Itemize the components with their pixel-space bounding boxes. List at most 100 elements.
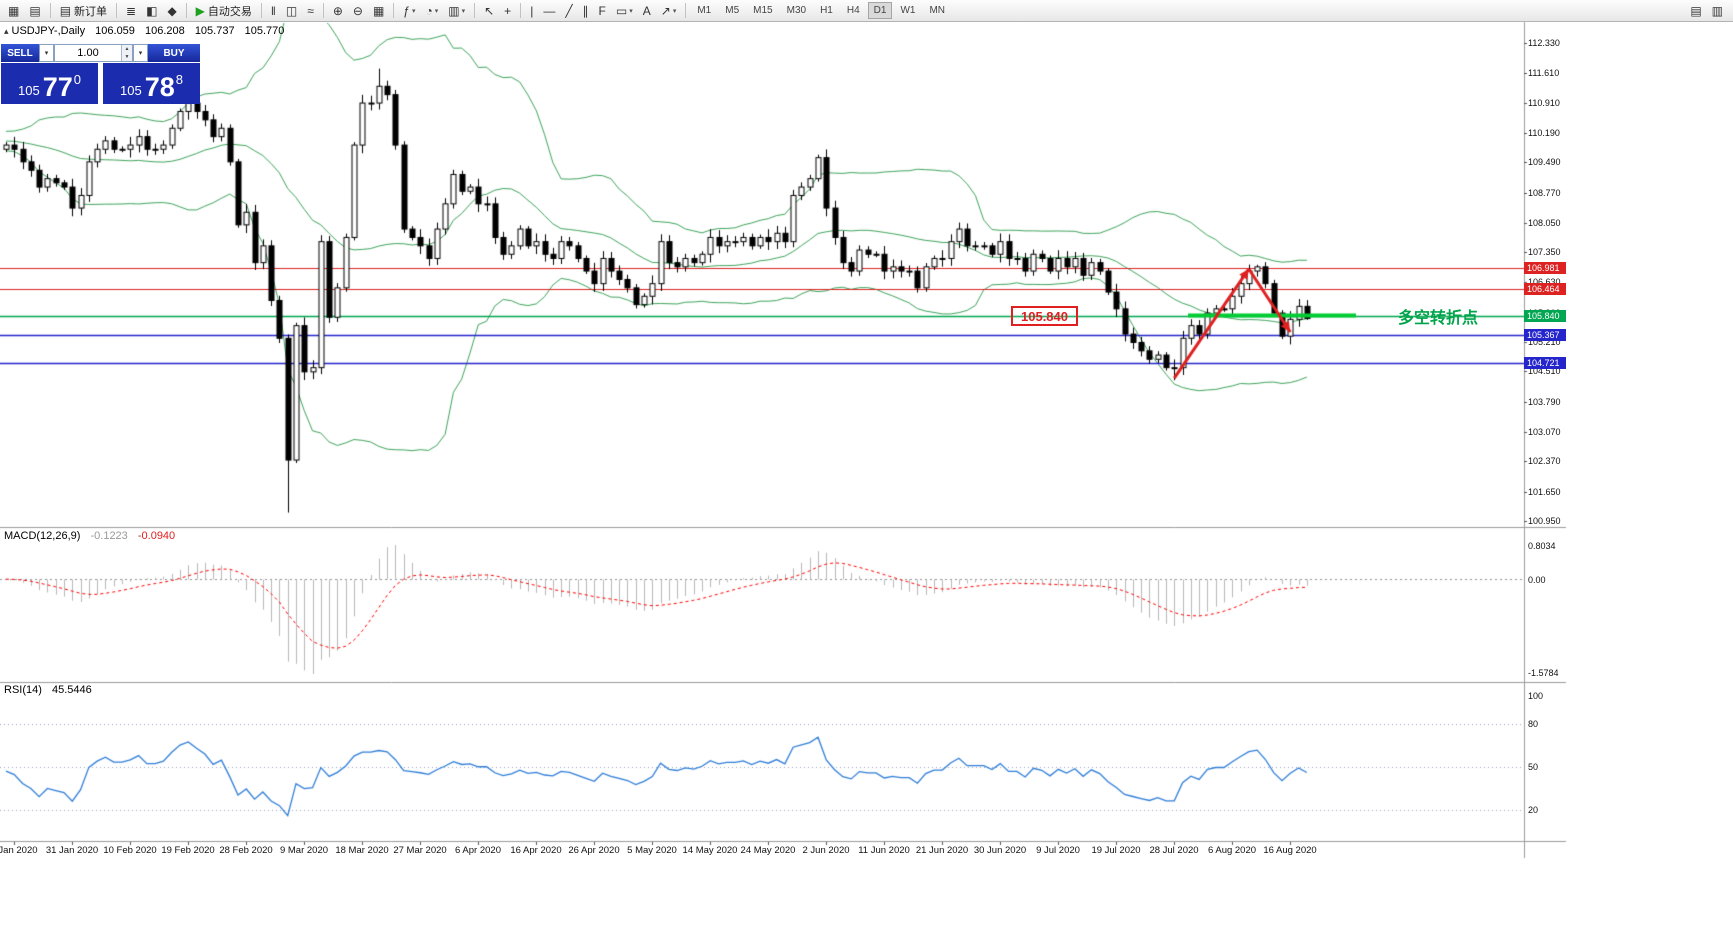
buy-options-dropdown[interactable]: ▾ <box>133 44 148 62</box>
chevron-down-icon: ▾ <box>411 7 416 15</box>
price-axis-label: 112.330 <box>1528 38 1560 48</box>
rsi-axis-label: 100 <box>1528 691 1544 701</box>
date-axis-label: 9 Jul 2020 <box>1036 845 1080 856</box>
horizontal-line-icon[interactable]: — <box>539 2 559 20</box>
horizontal-line-icon: — <box>543 3 556 18</box>
sell-button[interactable]: SELL <box>1 44 39 62</box>
volume-input[interactable]: 1.00 ▲ ▼ <box>54 44 133 62</box>
market-watch-icon[interactable]: ≣ <box>122 2 140 20</box>
navigator-icon[interactable]: ◆ <box>163 2 180 20</box>
cursor-icon: ↖ <box>484 3 495 18</box>
text-label-icon[interactable]: A <box>639 2 655 20</box>
rsi-axis-label: 80 <box>1528 719 1539 730</box>
volume-decrease-button[interactable]: ▼ <box>122 53 132 61</box>
indicators-icon[interactable]: ƒ ▾ <box>399 2 419 20</box>
tile-windows-icon[interactable]: ▦ <box>369 2 388 20</box>
channel-icon[interactable]: ∥ <box>579 2 593 20</box>
ask-big-digits: 78 <box>144 72 175 103</box>
zoom-in-icon[interactable]: ⊕ <box>329 2 347 20</box>
line-chart-icon[interactable]: ≈ <box>303 2 318 20</box>
candlestick-chart-icon[interactable]: ◫ <box>282 2 301 20</box>
bars-chart-icon: ‖ <box>270 3 276 18</box>
sell-options-dropdown[interactable]: ▾ <box>39 44 54 62</box>
date-axis-label: 28 Feb 2020 <box>219 845 273 856</box>
chart-list-icon[interactable]: ▥ <box>1708 2 1727 20</box>
periods-icon: ◔ <box>425 3 433 18</box>
price-axis-label: 102.370 <box>1528 456 1561 467</box>
date-axis-label: 27 Mar 2020 <box>393 845 447 856</box>
macd-signal-value: -0.0940 <box>137 530 176 542</box>
ask-pipette: 8 <box>175 72 183 87</box>
price-axis-label: 108.770 <box>1528 187 1561 198</box>
price-level-tag: 106.464 <box>1524 283 1566 296</box>
timeframe-button-M30[interactable]: M30 <box>786 5 807 16</box>
indicators-icon: ƒ <box>403 3 410 18</box>
auto-trading-button[interactable]: ▶ 自动交易 <box>192 2 256 20</box>
zoom-out-icon[interactable]: ⊖ <box>349 2 367 20</box>
timeframe-button-W1[interactable]: W1 <box>900 5 916 16</box>
price-axis-label: 105.210 <box>1528 337 1561 348</box>
templates-icon: ▥ <box>448 3 460 18</box>
buy-button[interactable]: BUY <box>148 44 200 62</box>
fibonacci-icon[interactable]: F <box>595 2 610 20</box>
trendline-icon[interactable]: ╱ <box>561 2 576 20</box>
date-axis-label: 11 Jun 2020 <box>858 845 910 856</box>
vertical-line-icon[interactable]: | <box>526 2 537 20</box>
crosshair-icon: + <box>504 3 512 18</box>
date-axis-label: 14 May 2020 <box>682 845 738 856</box>
new-order-button[interactable]: ▤ 新订单 <box>56 2 111 20</box>
symbol-name: USDJPY-,Daily <box>11 25 86 37</box>
price-axis-label: 100.950 <box>1528 515 1561 526</box>
crosshair-icon[interactable]: + <box>500 2 515 20</box>
timeframe-button-M15[interactable]: M15 <box>753 5 773 16</box>
low-value: 105.737 <box>194 25 235 37</box>
trendline-icon: ╱ <box>565 3 573 18</box>
turning-point-label: 多空转折点 <box>1398 310 1479 327</box>
date-axis-label: 5 May 2020 <box>627 845 677 856</box>
timeframe-button-H1[interactable]: H1 <box>820 5 833 16</box>
timeframe-button-MN[interactable]: MN <box>929 5 946 16</box>
volume-increase-button[interactable]: ▲ <box>122 45 132 53</box>
timeframe-button-M5[interactable]: M5 <box>725 5 740 16</box>
line-chart-icon: ≈ <box>307 3 314 18</box>
timeframe-button-H4[interactable]: H4 <box>846 5 860 16</box>
periods-icon[interactable]: ◔ ▾ <box>421 2 442 20</box>
date-axis-label: 26 Apr 2020 <box>568 845 620 856</box>
date-axis-label: 30 Jun 2020 <box>973 845 1027 856</box>
timeframe-button-M1[interactable]: M1 <box>697 5 712 16</box>
date-axis-label: 2 Jun 2020 <box>802 845 850 856</box>
high-value: 106.208 <box>144 25 185 37</box>
price-level-tag: 105.367 <box>1524 329 1566 342</box>
date-axis-label: 31 Jan 2020 <box>45 845 99 856</box>
price-axis-label: 101.650 <box>1528 486 1561 497</box>
macd-axis-label: -1.5784 <box>1528 668 1559 678</box>
chart-ohlc-info: ▴ USDJPY-,Daily 106.059 106.208 105.737 1… <box>4 25 284 37</box>
chevron-down-icon: ▾ <box>629 7 633 15</box>
chevron-down-icon: ▾ <box>672 7 677 15</box>
channel-icon: ∥ <box>582 3 589 18</box>
rsi-name: RSI(14) <box>4 684 42 696</box>
templates-icon[interactable]: ▥ ▾ <box>444 2 469 20</box>
text-label-icon: A <box>642 3 651 18</box>
profiles-icon[interactable]: ▤ <box>25 2 44 20</box>
new-chart-icon: ▦ <box>8 3 20 18</box>
price-axis-label: 110.910 <box>1528 97 1560 108</box>
shapes-icon[interactable]: ▭ ▾ <box>612 2 637 20</box>
new-chart-icon[interactable]: ▦ <box>4 2 23 20</box>
price-level-tag: 105.840 <box>1524 309 1566 322</box>
arrows-icon[interactable]: ↗ ▾ <box>657 2 681 20</box>
ask-prefix: 105 <box>120 83 142 98</box>
bars-chart-icon[interactable]: ‖ <box>267 2 280 20</box>
data-window-icon[interactable]: ◧ <box>142 2 161 20</box>
buy-price-button[interactable]: 105 78 8 <box>103 63 200 104</box>
bid-pipette: 0 <box>73 72 81 87</box>
timeframe-button-D1[interactable]: D1 <box>867 2 893 19</box>
sell-price-button[interactable]: 105 77 0 <box>1 63 98 104</box>
open-chart-icon[interactable]: ▤ <box>1686 2 1705 20</box>
macd-indicator-label: MACD(12,26,9) -0.1223 -0.0940 <box>4 530 175 542</box>
price-axis-label: 103.790 <box>1528 396 1561 407</box>
toolbar: ▦ ▤ ▤ 新订单 ≣ ◧ ◆ ▶ 自动交易 ‖ ◫ ≈ ⊕ ⊖ ▦ ƒ ▾ ◔ ▾ ▥ ▾ ↖ + | — ╱ ∥ F ▭ ▾ A ↗ ▾ M1… <box>0 0 1733 22</box>
cursor-icon[interactable]: ↖ <box>480 2 498 20</box>
price-level-tag: 106.981 <box>1524 261 1566 274</box>
